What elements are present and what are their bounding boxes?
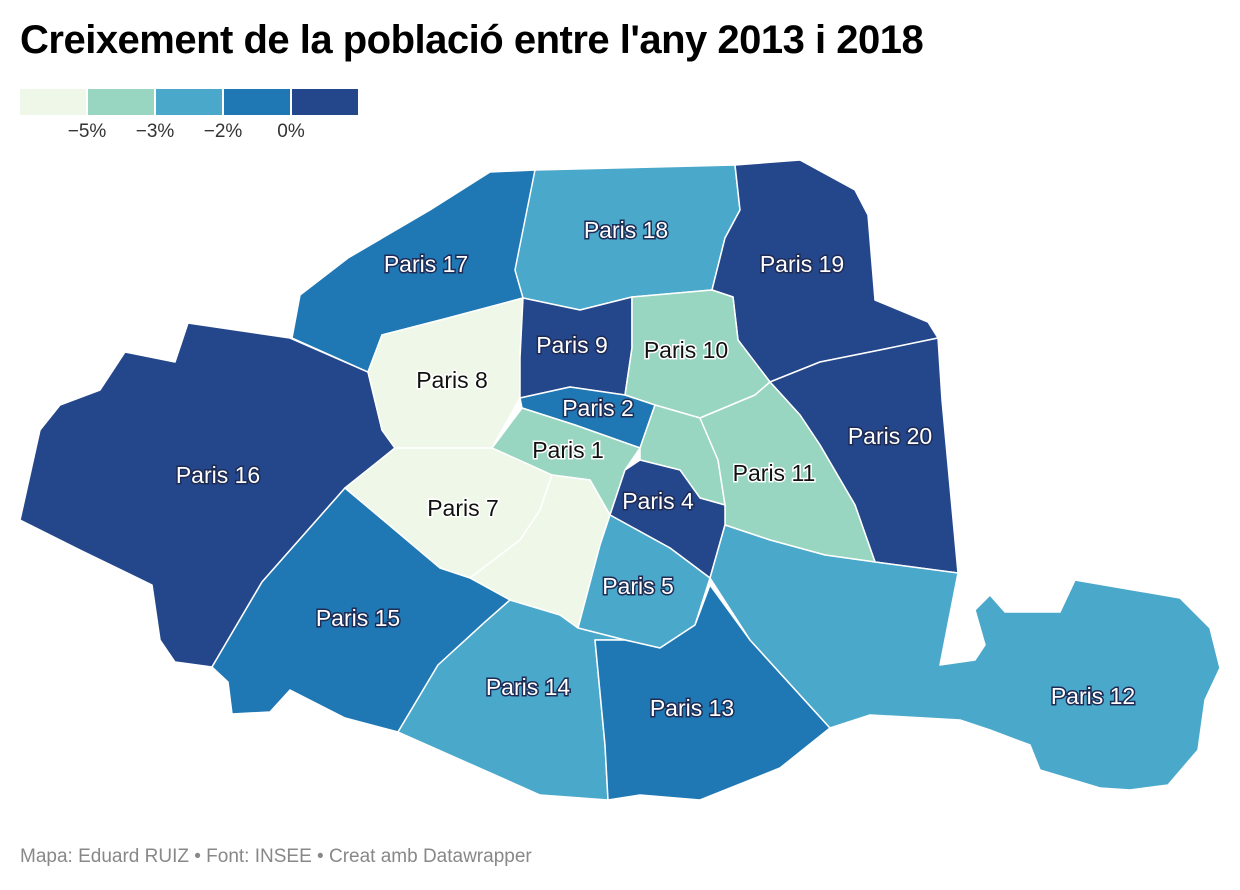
label-paris-9: Paris 9 <box>536 332 608 358</box>
map-title: Creixement de la població entre l'any 20… <box>20 18 924 62</box>
label-paris-13: Paris 13 <box>650 695 734 721</box>
legend-tick: −2% <box>203 121 243 142</box>
label-paris-7: Paris 7 <box>427 495 499 521</box>
label-paris-1: Paris 1 <box>532 437 604 463</box>
region-paris-14[interactable] <box>397 599 626 801</box>
label-paris-10: Paris 10 <box>644 337 728 363</box>
label-paris-14: Paris 14 <box>486 674 571 700</box>
label-paris-18: Paris 18 <box>584 217 668 243</box>
legend-swatch <box>224 89 290 115</box>
legend-tick: −5% <box>67 121 107 142</box>
label-paris-17: Paris 17 <box>384 251 468 277</box>
label-paris-2: Paris 2 <box>562 395 634 421</box>
label-paris-8: Paris 8 <box>416 367 488 393</box>
label-paris-20: Paris 20 <box>848 423 932 449</box>
label-paris-11: Paris 11 <box>733 460 816 486</box>
legend-swatch <box>88 89 154 115</box>
legend-tick: −3% <box>135 121 175 142</box>
label-paris-15: Paris 15 <box>316 605 400 631</box>
label-paris-19: Paris 19 <box>760 251 844 277</box>
legend-swatch <box>156 89 222 115</box>
legend-tick: 0% <box>277 121 305 142</box>
label-paris-12: Paris 12 <box>1051 683 1135 709</box>
region-paris-12[interactable] <box>709 524 1221 791</box>
legend-swatch <box>20 89 86 115</box>
legend-swatch <box>292 89 358 115</box>
source-footer: Mapa: Eduard RUIZ • Font: INSEE • Creat … <box>20 846 532 867</box>
label-paris-5: Paris 5 <box>602 573 674 599</box>
label-paris-4: Paris 4 <box>622 488 694 514</box>
color-legend: −5% −3% −2% 0% <box>20 89 360 142</box>
label-paris-16: Paris 16 <box>176 462 260 488</box>
